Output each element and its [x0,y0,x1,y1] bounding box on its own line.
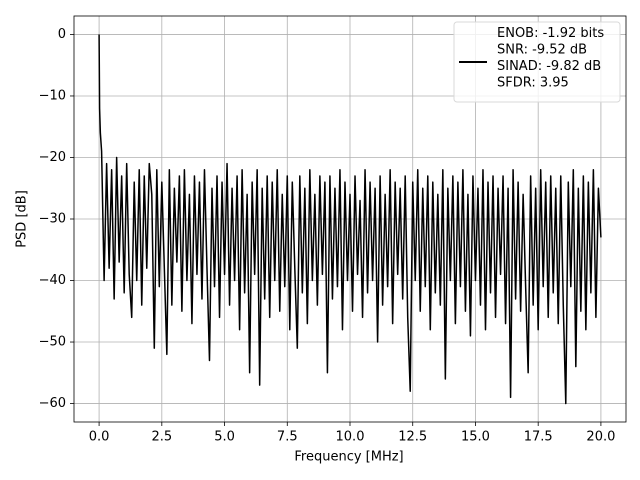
x-tick-label: 7.5 [277,430,298,445]
x-tick-label: 12.5 [398,430,427,445]
y-tick-label: −20 [39,150,66,165]
y-tick-label: −40 [39,273,66,288]
y-axis-label: PSD [dB] [15,190,30,248]
data-line [98,34,602,405]
plot-area [98,34,602,405]
legend-label: ENOB: -1.92 bits SNR: -9.52 dB SINAD: -9.8… [497,26,604,91]
y-tick-label: −60 [39,396,66,411]
y-tick-label: −10 [39,88,66,103]
legend: ENOB: -1.92 bits SNR: -9.52 dB SINAD: -9.8… [453,21,621,103]
x-axis-label: Frequency [MHz] [294,450,403,465]
x-tick-label: 2.5 [151,430,172,445]
y-tick-label: −30 [39,212,66,227]
x-tick-label: 10.0 [336,430,365,445]
x-tick-label: 0.0 [89,430,110,445]
ticks: 0.0 2.5 5.0 7.5 10.0 12.5 15.0 17.5 20.0 0 −10 −20 −… [39,27,616,445]
legend-box [453,21,621,103]
x-tick-label: 5.0 [214,430,235,445]
x-tick-label: 20.0 [586,430,615,445]
x-tick-label: 17.5 [524,430,553,445]
y-tick-label: −50 [39,335,66,350]
x-tick-label: 15.0 [461,430,490,445]
y-tick-label: 0 [58,27,66,42]
